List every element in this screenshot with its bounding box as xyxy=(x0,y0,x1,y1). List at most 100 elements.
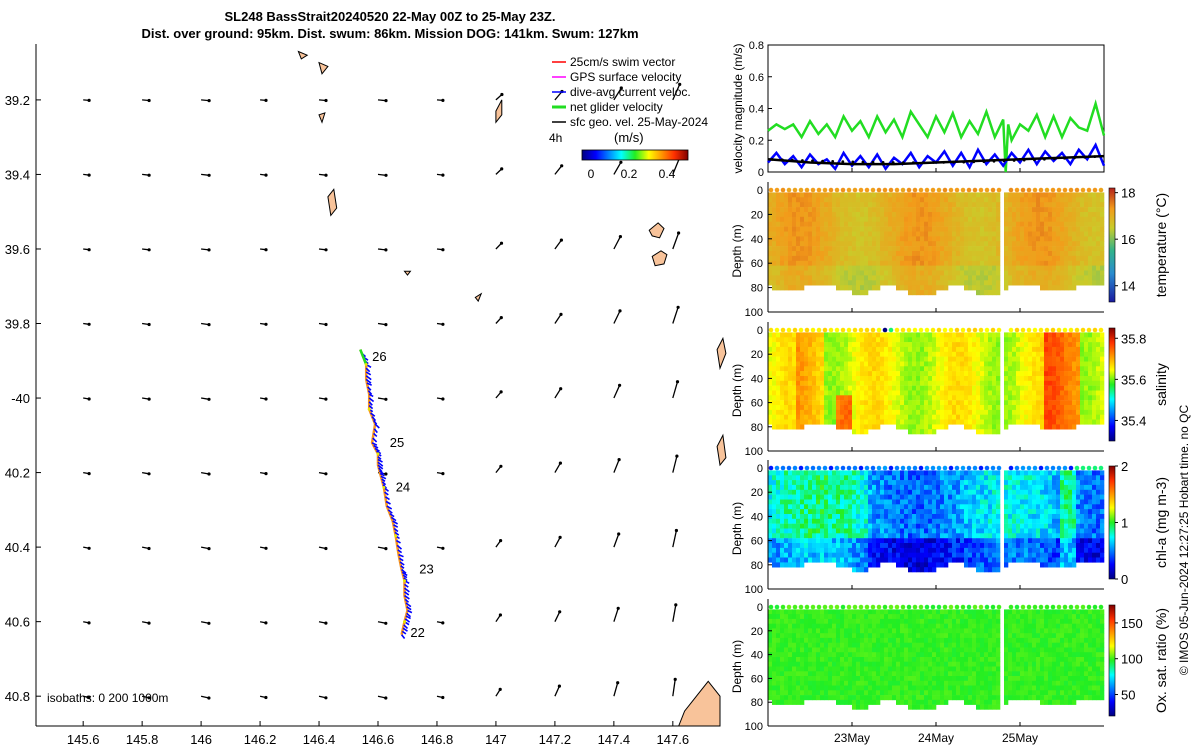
section-cell xyxy=(948,366,953,372)
section-cell xyxy=(964,419,969,425)
section-cell xyxy=(936,562,941,568)
section-cell xyxy=(868,251,873,257)
section-cell xyxy=(900,547,905,553)
section-cell xyxy=(932,212,937,218)
section-cell xyxy=(772,489,777,495)
section-cell xyxy=(972,280,977,286)
section-cell xyxy=(988,236,993,242)
section-cell xyxy=(820,280,825,286)
section-cell xyxy=(860,241,865,247)
section-cell xyxy=(960,361,965,367)
section-cell xyxy=(940,494,945,500)
section-cell xyxy=(1064,221,1069,227)
geo-velocity-arrowhead xyxy=(441,98,445,102)
section-cell xyxy=(832,216,837,222)
section-cell xyxy=(1084,275,1089,281)
section-cell xyxy=(856,509,861,515)
section-cell xyxy=(968,562,973,568)
section-cell xyxy=(840,499,845,505)
section-cell xyxy=(1052,275,1057,281)
section-cell xyxy=(808,552,813,558)
section-cell xyxy=(808,533,813,539)
section-cell xyxy=(1100,197,1105,203)
section-cell xyxy=(836,260,841,266)
section-cell xyxy=(964,371,969,377)
section-cell xyxy=(984,361,989,367)
section-cell xyxy=(852,351,857,357)
section-cell xyxy=(1052,390,1057,396)
section-cell xyxy=(836,484,841,490)
section-cell xyxy=(844,202,849,208)
section-y-tick-label: 60 xyxy=(751,398,763,410)
section-cell xyxy=(788,390,793,396)
section-cell xyxy=(880,337,885,343)
section-cell xyxy=(856,351,861,357)
section-cell xyxy=(1088,361,1093,367)
section-cell xyxy=(1080,332,1085,338)
section-cell xyxy=(788,337,793,343)
surface-sample-dot xyxy=(918,187,924,193)
section-cell xyxy=(800,414,805,420)
section-cell xyxy=(872,251,877,257)
section-cell xyxy=(896,552,901,558)
section-cell xyxy=(788,562,793,568)
section-cell xyxy=(860,290,865,296)
section-cell xyxy=(920,192,925,198)
section-cell xyxy=(864,361,869,367)
section-cell xyxy=(1092,202,1097,208)
section-cell xyxy=(788,419,793,425)
section-cell xyxy=(908,270,913,276)
section-cell xyxy=(928,538,933,544)
section-cell xyxy=(780,376,785,382)
section-cell xyxy=(912,470,917,476)
section-cell xyxy=(1088,275,1093,281)
section-cell xyxy=(1020,342,1025,348)
section-cell xyxy=(856,552,861,558)
section-cell xyxy=(768,390,773,396)
section-cell xyxy=(788,270,793,276)
section-cell xyxy=(964,207,969,213)
section-cell xyxy=(1036,192,1041,198)
section-cell xyxy=(1060,207,1065,213)
section-cell xyxy=(872,470,877,476)
section-cell xyxy=(868,236,873,242)
section-cell xyxy=(780,385,785,391)
section-cell xyxy=(864,405,869,411)
section-cell xyxy=(928,409,933,415)
section-cell xyxy=(1032,376,1037,382)
section-cell xyxy=(900,212,905,218)
map-x-tick-label: 146.6 xyxy=(362,732,395,747)
surface-sample-dot xyxy=(984,327,990,333)
section-cell xyxy=(1056,285,1061,291)
section-cell xyxy=(884,547,889,553)
section-cell xyxy=(820,251,825,257)
section-cell xyxy=(820,552,825,558)
dive-avg-vector xyxy=(396,539,401,544)
section-cell xyxy=(804,504,809,510)
section-cell xyxy=(904,241,909,247)
section-cell xyxy=(892,337,897,343)
section-cell xyxy=(788,216,793,222)
section-cell xyxy=(908,207,913,213)
section-cell xyxy=(944,395,949,401)
section-cell xyxy=(836,285,841,291)
section-cell xyxy=(776,414,781,420)
dive-avg-vector xyxy=(405,615,411,620)
section-cell xyxy=(936,547,941,553)
section-cell xyxy=(864,429,869,435)
section-cell xyxy=(916,202,921,208)
section-cell xyxy=(932,429,937,435)
section-cell xyxy=(1004,356,1009,362)
section-cell xyxy=(804,226,809,232)
section-cell xyxy=(1092,260,1097,266)
section-cell xyxy=(864,424,869,430)
section-cell xyxy=(900,241,905,247)
section-cell xyxy=(784,346,789,352)
section-cell xyxy=(868,342,873,348)
section-cell xyxy=(928,489,933,495)
section-cell xyxy=(816,346,821,352)
section-cell xyxy=(832,475,837,481)
section-cell xyxy=(1096,265,1101,271)
section-cell xyxy=(1028,332,1033,338)
surface-sample-dot xyxy=(1098,187,1104,193)
